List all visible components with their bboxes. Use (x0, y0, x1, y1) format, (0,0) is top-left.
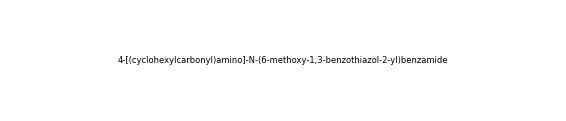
Text: 4-[(cyclohexylcarbonyl)amino]-N-(6-methoxy-1,3-benzothiazol-2-yl)benzamide: 4-[(cyclohexylcarbonyl)amino]-N-(6-metho… (118, 56, 448, 65)
